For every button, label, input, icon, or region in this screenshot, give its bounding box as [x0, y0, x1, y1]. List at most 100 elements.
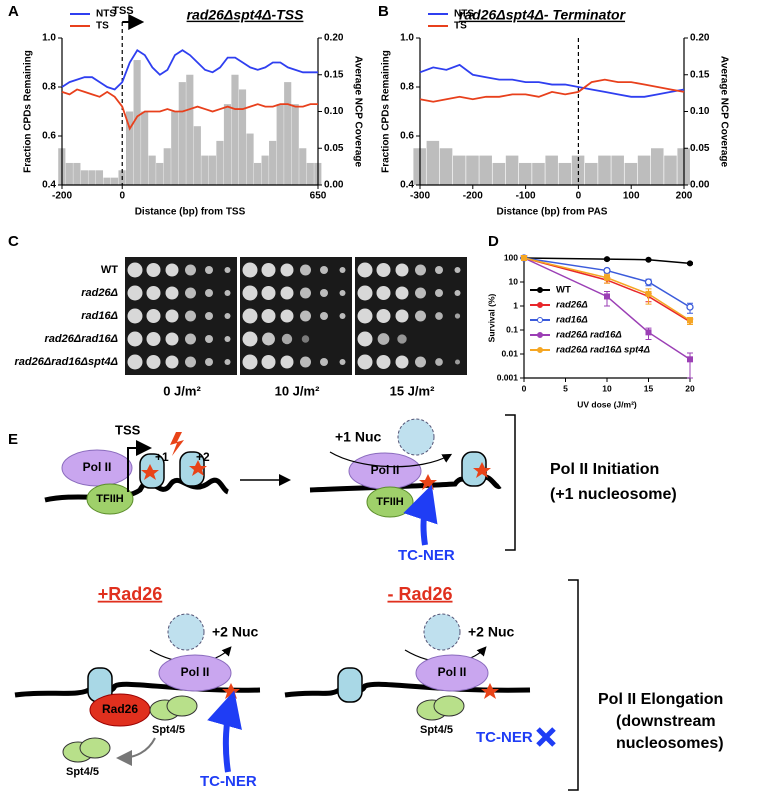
colony-spot [127, 308, 143, 324]
series-line [61, 48, 318, 91]
evicted-nucleosome [423, 613, 461, 651]
cpd-star [222, 683, 240, 699]
colony-spot [262, 332, 275, 346]
x-tick-label: 0 [522, 383, 527, 393]
label: TFIIH [376, 496, 404, 508]
x-tick-label: 0 [576, 191, 582, 202]
evicted-nucleosome [397, 418, 435, 456]
y-tick-label: 0.4 [42, 180, 56, 191]
label: (downstream [616, 713, 716, 730]
label: Spt4/5 [152, 724, 185, 736]
colony-spot [376, 286, 391, 300]
legend-marker [537, 347, 543, 353]
y2-tick-label: 0.05 [324, 143, 344, 154]
colony-spot [376, 309, 391, 323]
strain-label: rad26Δ [81, 287, 118, 299]
label: Spt4/5 [66, 766, 99, 778]
colony-spot [205, 312, 213, 320]
colony-spot [205, 358, 213, 366]
coverage-bar [223, 104, 232, 185]
label: Pol II [438, 665, 467, 679]
dose-label: 10 J/m² [275, 383, 320, 398]
spt4-5 [166, 695, 198, 717]
y2-tick-label: 0.15 [324, 69, 344, 80]
cpd-star [189, 460, 207, 476]
series-line [523, 257, 691, 323]
pol-ii [158, 654, 232, 692]
colony-spot [185, 310, 196, 322]
coverage-bar [637, 155, 651, 185]
bracket [568, 579, 579, 791]
coverage-bar [439, 148, 453, 185]
colony-spot [357, 262, 373, 278]
legend-label: NTS [96, 9, 116, 20]
colony-spot [224, 267, 231, 273]
label: TC-NER [398, 547, 455, 564]
panel-label: E [8, 431, 18, 448]
y2-axis-label: Average NCP Coverage [718, 56, 729, 168]
label: Spt4/5 [420, 724, 453, 736]
y-tick-label: 0.1 [506, 324, 518, 334]
colony-spot [146, 263, 161, 277]
label: TFIIH [96, 493, 124, 505]
coverage-bar [171, 111, 179, 185]
plate [125, 257, 237, 375]
label: +2 [196, 450, 210, 464]
colony-spot [415, 287, 426, 299]
tc-ner-arrow [403, 484, 438, 546]
coverage-bar [231, 74, 239, 185]
dose-label: 15 J/m² [390, 383, 435, 398]
diagram: Pol II TFIIH TSS +1 +2 Pol II TFIIH +1 N… [14, 414, 724, 791]
x-tick-label: 15 [644, 383, 654, 393]
cpd-star [481, 683, 499, 699]
x-tick-label: 650 [310, 191, 327, 202]
coverage-bar [306, 162, 314, 185]
coverage-bar [505, 155, 519, 185]
colony-spot [357, 354, 373, 370]
bracket [505, 414, 516, 551]
series-line [523, 257, 691, 265]
colony-spot [165, 263, 179, 277]
colony-spot [300, 287, 311, 299]
colony-spot [339, 359, 346, 365]
colony-spot [320, 266, 328, 274]
point [644, 278, 653, 286]
x-tick-label: -300 [410, 191, 430, 202]
colony-spot [127, 354, 143, 370]
nucleosome [337, 667, 363, 703]
x-axis-label: Distance (bp) from TSS [135, 207, 246, 218]
label: +1 Nuc [335, 429, 382, 445]
label: Pol II Elongation [598, 691, 723, 708]
pol-ii [61, 449, 133, 487]
legend-marker [537, 287, 543, 293]
x-tick-label: -200 [52, 191, 72, 202]
colony-spot [165, 332, 179, 346]
colony-spot [397, 334, 407, 344]
colony-spot [224, 313, 231, 319]
blocked-icon [536, 727, 556, 747]
point [687, 356, 693, 363]
coverage-bar [532, 162, 545, 185]
colony-spot [261, 263, 276, 277]
y2-tick-label: 0.10 [324, 106, 344, 117]
colony-spot [280, 309, 294, 323]
y-tick-label: 1.0 [42, 33, 56, 44]
panel-label: A [8, 3, 19, 20]
x-tick-label: 100 [623, 191, 640, 202]
coverage-bar [598, 155, 611, 185]
label: +2 Nuc [468, 624, 515, 640]
coverage-bar [186, 74, 194, 185]
colony-spot [242, 262, 258, 278]
coverage-bar [133, 60, 141, 185]
spot-assay: WT rad26Δ rad16Δ rad26Δrad16Δ rad26Δrad1… [15, 264, 436, 399]
colony-spot [185, 356, 196, 368]
strain-label: rad26Δrad16Δspt4Δ [15, 356, 118, 368]
point [645, 329, 652, 336]
legend-label: rad26Δ [556, 300, 588, 311]
label: Pol II Initiation [550, 461, 659, 478]
evicted-nucleosome [167, 613, 205, 651]
colony-spot [165, 309, 179, 323]
legend-label: WT [556, 285, 571, 296]
cpd-star [141, 464, 159, 480]
label: +1 [155, 450, 169, 464]
